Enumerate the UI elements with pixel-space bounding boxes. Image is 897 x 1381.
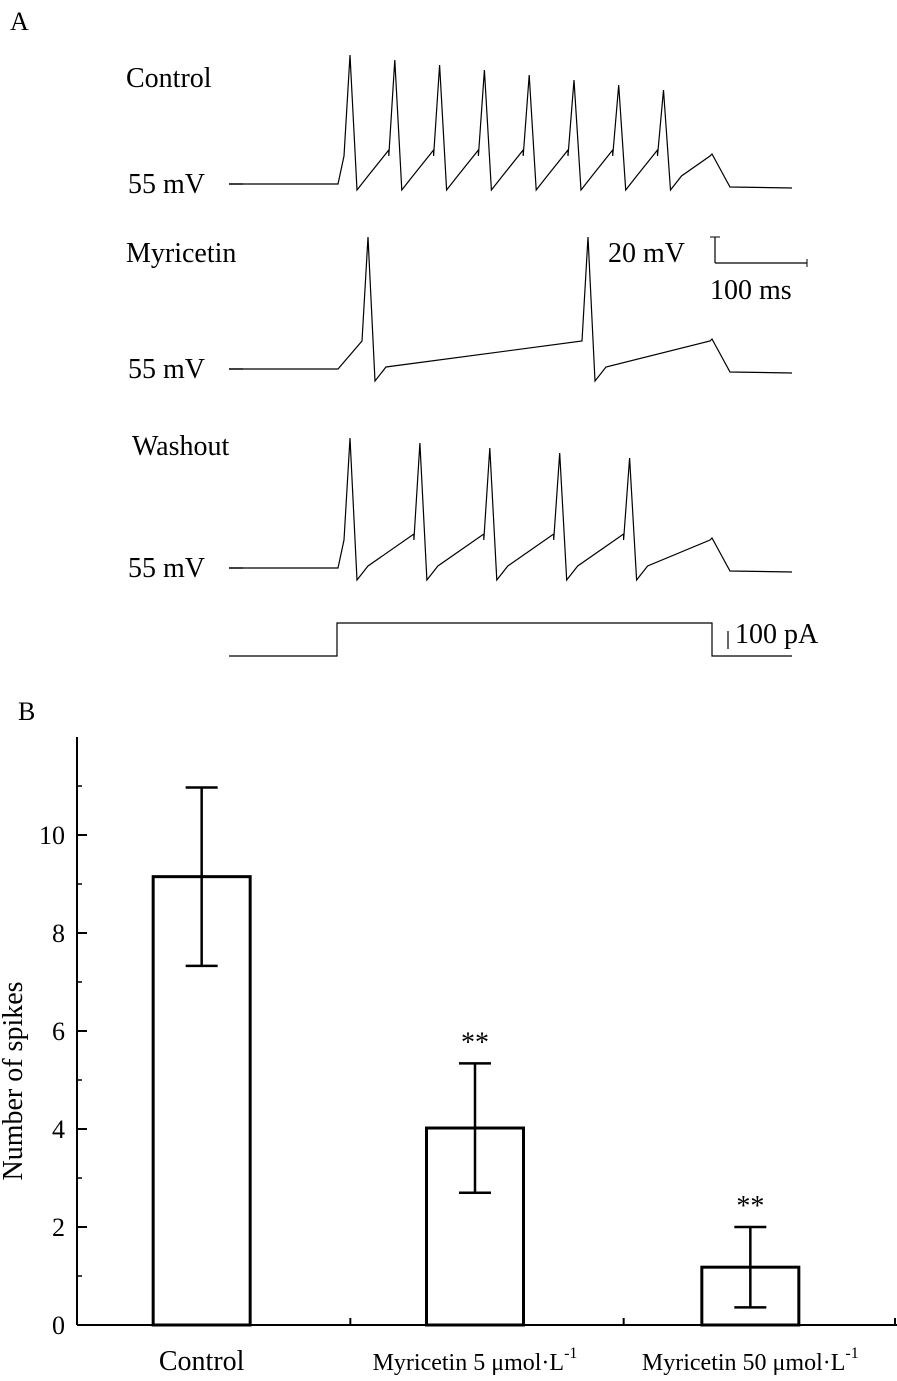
x-tick-label: Myricetin 50 μmol·L-1 [642,1345,859,1376]
stimulus-step [229,622,792,657]
y-tick-label: 10 [39,821,65,850]
trace-label-washout: Washout [132,431,230,462]
trace-myricetin [243,236,793,383]
panel-b-label: B [18,697,35,726]
x-tick-label: Control [159,1346,245,1377]
y-axis-label: Number of spikes [0,981,29,1180]
significance-annotation: ** [736,1191,764,1222]
bar-chart-bars: ** ** [151,786,801,1327]
y-tick-label: 4 [52,1115,65,1144]
trace-washout [243,437,793,582]
stimulus-protocol: 100 pA [229,619,819,657]
baseline-label-washout: 55 mV [128,553,205,584]
trace-control [243,54,793,192]
scale-bar-time-label: 100 ms [710,275,792,306]
significance-annotation: ** [461,1027,489,1058]
baseline-label-control: 55 mV [128,169,205,200]
scale-bar: 20 mV 100 ms [608,236,808,306]
panel-b: B 0 2 4 6 8 10 Control Myricetin 5 μmol·L-1 Myri… [0,697,897,1377]
panel-a: A Control 55 mV Myricetin 55 mV Washout … [10,7,819,657]
panel-a-label: A [10,7,29,36]
stimulus-label: 100 pA [735,619,819,650]
trace-label-myricetin: Myricetin [126,238,236,269]
trace-label-control: Control [126,63,212,94]
x-tick-label: Myricetin 5 μmol·L-1 [373,1345,578,1376]
y-tick-label: 6 [52,1017,65,1046]
baseline-label-myricetin: 55 mV [128,354,205,385]
bar-chart-axes: 0 2 4 6 8 10 Control Myricetin 5 μmol·L-1 Myrice… [39,737,897,1377]
y-tick-label: 8 [52,919,65,948]
y-tick-label: 2 [52,1213,65,1242]
scale-bar-voltage-label: 20 mV [608,238,685,269]
y-tick-label: 0 [52,1311,65,1340]
